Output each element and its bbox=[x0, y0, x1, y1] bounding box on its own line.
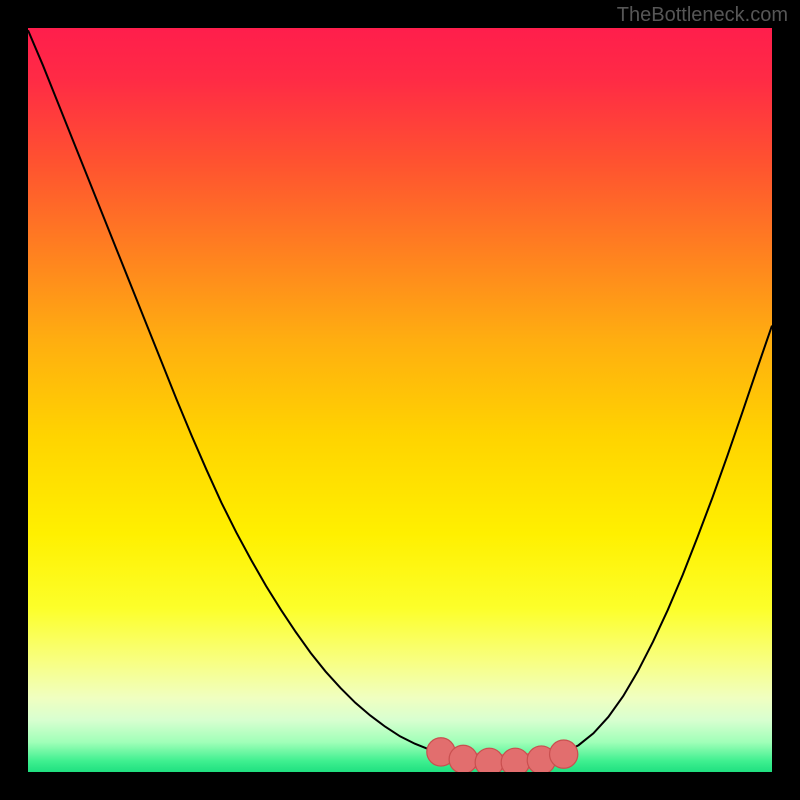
gradient-background bbox=[28, 28, 772, 772]
chart-plot-area bbox=[28, 28, 772, 772]
watermark-text: TheBottleneck.com bbox=[617, 4, 788, 27]
bottleneck-curve-chart bbox=[28, 28, 772, 772]
